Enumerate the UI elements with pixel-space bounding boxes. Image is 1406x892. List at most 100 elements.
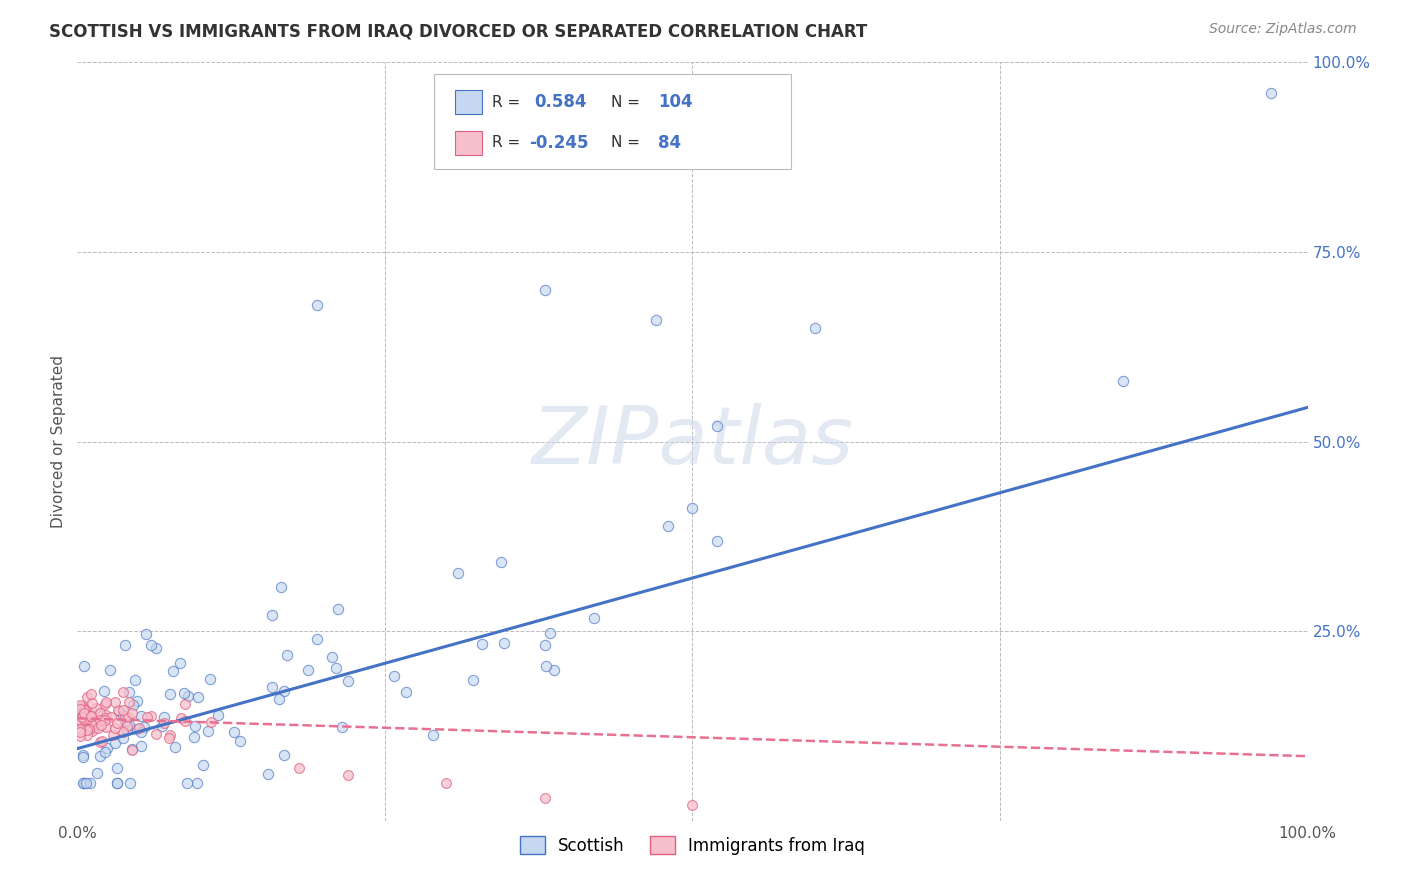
Point — [72, 712, 94, 726]
FancyBboxPatch shape — [434, 74, 792, 169]
Point — [69, 713, 91, 727]
Point — [534, 638, 557, 652]
Point — [77, 712, 100, 726]
Point — [80, 709, 103, 723]
Point — [94, 697, 117, 711]
Point — [69, 715, 91, 730]
Point — [83, 714, 105, 729]
Text: 104: 104 — [658, 93, 693, 111]
Text: R =: R = — [492, 136, 520, 151]
Point — [1112, 374, 1135, 388]
Point — [121, 706, 143, 721]
Point — [159, 687, 181, 701]
Point — [94, 713, 117, 727]
Point — [105, 761, 128, 775]
Point — [145, 727, 167, 741]
Point — [260, 607, 283, 622]
Text: ZIPatlas: ZIPatlas — [531, 402, 853, 481]
Text: R =: R = — [492, 95, 520, 110]
Point — [174, 697, 197, 711]
Point — [69, 712, 91, 726]
Point — [69, 700, 91, 714]
Point — [170, 711, 193, 725]
Point — [69, 729, 91, 743]
Point — [73, 703, 96, 717]
Point — [73, 659, 96, 673]
Point — [447, 566, 470, 581]
Point — [198, 672, 221, 686]
Point — [70, 715, 93, 730]
Point — [112, 708, 135, 723]
Point — [94, 745, 117, 759]
Point — [682, 501, 704, 516]
Point — [124, 673, 146, 688]
Point — [107, 776, 129, 790]
Point — [273, 684, 295, 698]
Point — [177, 690, 200, 704]
Point — [328, 601, 350, 615]
Point — [706, 533, 728, 548]
Point — [112, 684, 135, 698]
Point — [94, 720, 117, 734]
Point — [139, 638, 162, 652]
Point — [395, 684, 418, 698]
Point — [120, 776, 142, 790]
Point — [1260, 86, 1282, 100]
Point — [184, 719, 207, 733]
Point — [115, 718, 138, 732]
Point — [260, 680, 283, 694]
Point — [276, 648, 298, 662]
Point — [107, 703, 129, 717]
Point — [100, 710, 122, 724]
Point — [104, 722, 127, 736]
Point — [121, 743, 143, 757]
Point — [543, 663, 565, 677]
Point — [222, 725, 245, 739]
Point — [583, 611, 606, 625]
Point — [114, 714, 136, 728]
FancyBboxPatch shape — [456, 90, 482, 114]
Point — [69, 702, 91, 716]
Point — [73, 776, 96, 790]
Text: N =: N = — [612, 136, 640, 151]
Point — [72, 700, 94, 714]
Point — [93, 684, 115, 698]
Point — [337, 674, 360, 689]
Point — [128, 721, 150, 735]
Point — [129, 709, 152, 723]
Point — [89, 706, 111, 720]
Point — [273, 747, 295, 762]
Point — [135, 710, 157, 724]
Point — [82, 696, 104, 710]
Point — [127, 722, 149, 736]
Point — [104, 695, 127, 709]
Point — [325, 661, 347, 675]
Point — [90, 718, 112, 732]
Point — [534, 283, 557, 297]
Point — [87, 706, 110, 721]
Point — [157, 731, 180, 745]
Point — [200, 714, 222, 729]
Point — [105, 776, 128, 790]
Point — [79, 776, 101, 790]
Point — [94, 708, 117, 723]
Point — [382, 669, 405, 683]
Point — [538, 626, 561, 640]
Point — [307, 632, 329, 646]
Point — [89, 713, 111, 727]
Point — [297, 663, 319, 677]
Point — [183, 730, 205, 744]
Point — [70, 710, 93, 724]
Point — [77, 710, 100, 724]
Point — [337, 768, 360, 782]
Point — [436, 776, 458, 790]
Point — [267, 692, 290, 706]
Point — [489, 555, 512, 569]
Y-axis label: Divorced or Separated: Divorced or Separated — [51, 355, 66, 528]
Point — [84, 716, 107, 731]
Point — [321, 649, 343, 664]
Point — [193, 758, 215, 772]
Point — [107, 704, 129, 718]
Point — [83, 721, 105, 735]
Point — [98, 663, 121, 677]
